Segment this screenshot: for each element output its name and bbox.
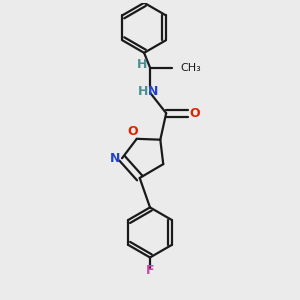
Text: CH₃: CH₃ <box>180 63 201 73</box>
Text: H: H <box>137 85 148 98</box>
Text: O: O <box>189 107 200 120</box>
Text: O: O <box>127 125 138 138</box>
Text: H: H <box>136 58 147 70</box>
Text: N: N <box>148 85 158 98</box>
Text: F: F <box>146 264 154 277</box>
Text: N: N <box>110 152 120 165</box>
